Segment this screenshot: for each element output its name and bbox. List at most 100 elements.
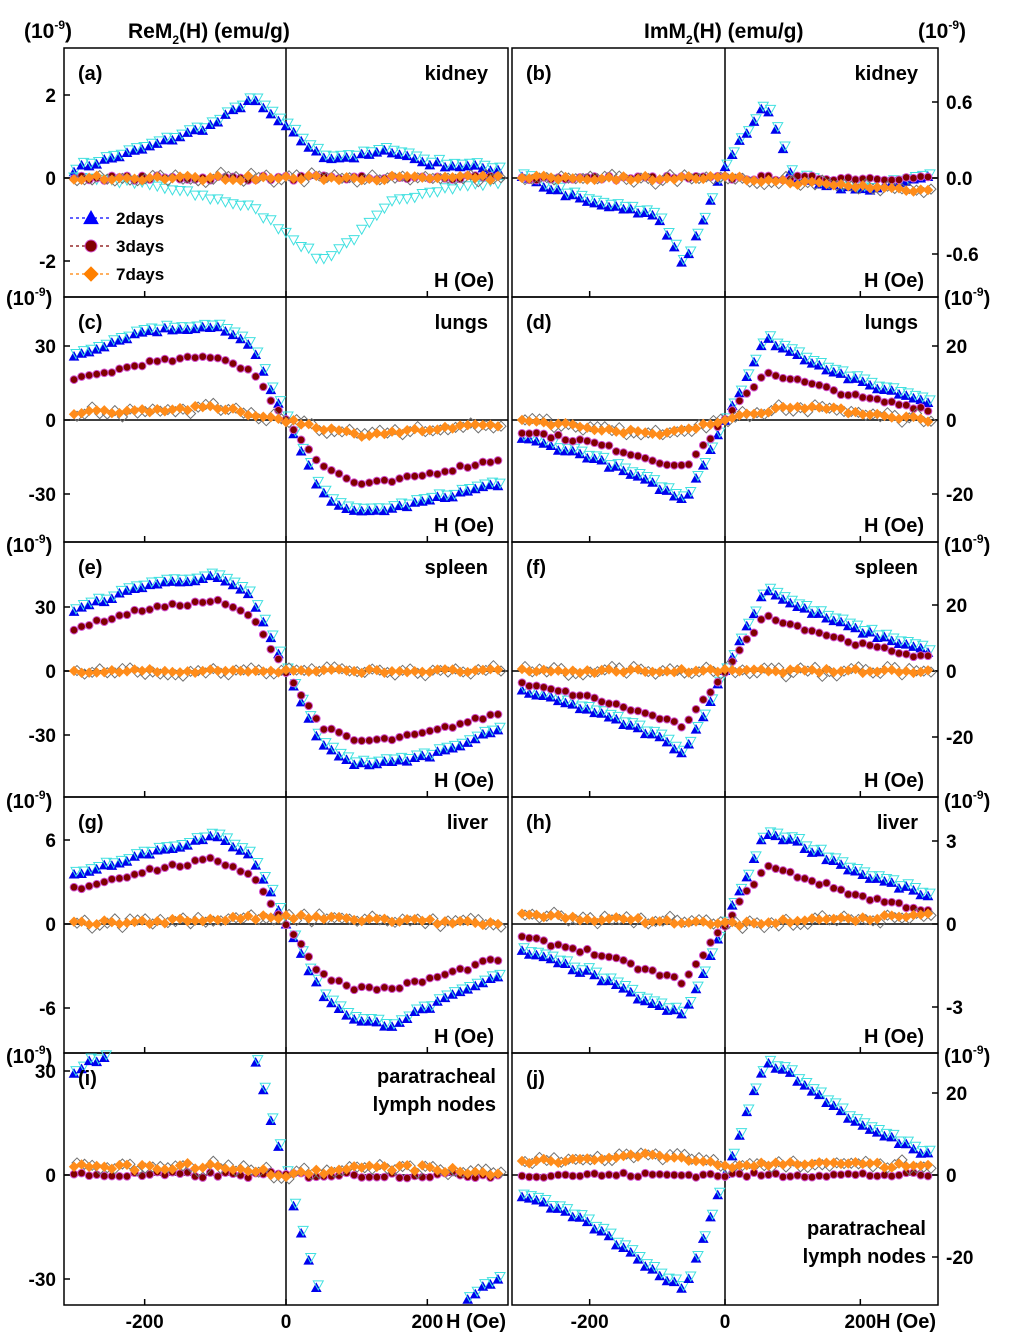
marker-2days-open: [153, 842, 166, 854]
marker-7days: [828, 1157, 839, 1169]
marker-7days: [371, 175, 383, 186]
marker-2days-open: [168, 322, 181, 334]
marker-2days-open: [561, 443, 574, 455]
marker-2days-open: [236, 100, 249, 112]
marker-7days: [640, 1148, 651, 1159]
marker-7days: [439, 421, 451, 433]
marker-3days: [470, 713, 480, 723]
marker-3days: [829, 883, 839, 893]
marker-7days: [567, 911, 578, 923]
marker-3days: [168, 860, 177, 869]
panel-letter: (f): [526, 557, 546, 579]
marker-7days: [567, 173, 578, 184]
marker-7days: [356, 667, 367, 679]
marker-3days: [582, 1169, 592, 1179]
marker-7days: [424, 1162, 436, 1173]
marker-7days: [212, 1160, 224, 1172]
marker-2days-open: [844, 371, 857, 383]
x-tick-label: 200: [844, 1312, 876, 1333]
y-tick-label: -30: [29, 485, 56, 506]
marker-2days-open: [161, 132, 173, 144]
marker-7days: [734, 920, 745, 931]
marker-7days: [333, 425, 345, 436]
marker-2days-open: [605, 1228, 617, 1240]
marker-3days: [742, 634, 752, 644]
marker-2days-open: [924, 645, 936, 656]
marker-open: [249, 204, 262, 215]
marker-7days: [401, 171, 413, 182]
marker-3days: [440, 722, 450, 731]
marker-7days: [258, 171, 269, 183]
marker-3days: [677, 1171, 686, 1180]
marker-3days: [756, 373, 766, 382]
marker-open: [386, 196, 398, 207]
marker-2days-open: [641, 726, 654, 738]
marker-3days: [691, 449, 701, 459]
marker-3days: [334, 728, 344, 737]
marker-open: [393, 194, 406, 205]
marker-2days-open: [597, 452, 610, 464]
marker-2days-open: [800, 1077, 813, 1089]
marker-7days: [432, 918, 443, 930]
marker-2days-open: [251, 1055, 264, 1066]
marker-7days: [886, 1162, 897, 1173]
marker-2days-open: [822, 852, 835, 864]
marker-3days: [865, 640, 875, 650]
marker-7days: [727, 664, 738, 676]
marker-7days: [886, 412, 897, 423]
marker-2days-open: [699, 212, 712, 224]
marker-2days-open: [395, 147, 408, 158]
marker-7days: [182, 915, 193, 927]
marker-2days-open: [418, 1001, 431, 1013]
marker-open: [378, 203, 391, 215]
marker-2days-open: [887, 875, 900, 886]
marker-2days-open: [115, 855, 128, 867]
marker-2days-open: [655, 729, 668, 741]
marker-7days: [265, 665, 277, 677]
marker-3days: [669, 972, 679, 982]
marker-7days: [454, 915, 466, 927]
marker-3days: [822, 631, 831, 640]
marker-3days: [648, 1170, 657, 1179]
marker-7days: [303, 170, 314, 181]
marker-2days-open: [844, 1111, 857, 1122]
marker-7days: [582, 174, 593, 185]
marker-2days-open: [663, 228, 675, 239]
marker-3days: [655, 1170, 665, 1179]
marker-7days: [618, 427, 629, 439]
marker-3days: [357, 982, 367, 992]
marker-2days-open: [554, 443, 567, 454]
marker-7days: [741, 664, 752, 676]
organ-label-line: lymph nodes: [803, 1246, 926, 1268]
marker-2days-open: [479, 1279, 491, 1290]
marker-2days-open: [130, 849, 143, 860]
marker-3days: [539, 429, 549, 439]
marker-7days: [712, 666, 723, 678]
marker-3days: [611, 699, 621, 709]
marker-3days: [433, 469, 442, 479]
marker-3days: [266, 899, 276, 909]
marker-7days: [227, 911, 239, 923]
marker-7days: [922, 184, 934, 196]
marker-2days-open: [479, 726, 491, 738]
marker-3days: [553, 686, 563, 696]
marker-2days-open: [274, 113, 287, 125]
marker-7days: [603, 1152, 615, 1164]
marker-7days: [174, 667, 186, 678]
panel-a: 2 0 -2 (a) kidney H (Oe): [39, 47, 509, 298]
series-7days: [68, 659, 507, 682]
marker-7days: [447, 664, 458, 675]
marker-open: [204, 194, 217, 205]
marker-2days-open: [365, 147, 378, 158]
marker-7days: [611, 666, 622, 677]
marker-7days: [205, 913, 216, 925]
marker-2days-open: [77, 599, 90, 611]
marker-2days-open: [757, 1066, 770, 1077]
marker-7days: [492, 918, 504, 930]
marker-3days: [684, 715, 694, 725]
marker-2days-open: [583, 194, 596, 205]
marker-2days-open: [655, 213, 668, 225]
marker-open: [408, 192, 421, 204]
marker-3days: [887, 646, 897, 656]
marker-7days: [295, 909, 307, 921]
